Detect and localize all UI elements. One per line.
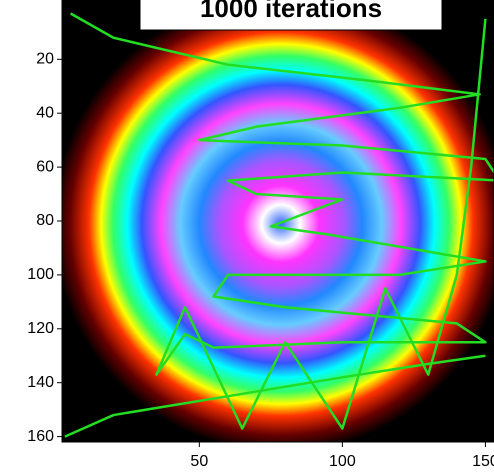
y-tick-label: 80 <box>36 212 54 229</box>
y-tick-label: 40 <box>36 104 54 121</box>
y-tick-label: 140 <box>27 374 54 391</box>
curve-layer <box>64 12 494 438</box>
title-box <box>139 0 443 31</box>
contour-line <box>64 354 486 438</box>
x-tick-label: 50 <box>190 453 208 470</box>
y-tick-label: 60 <box>36 158 54 175</box>
x-tick-label: 150 <box>472 453 494 470</box>
x-tick-label: 100 <box>329 453 356 470</box>
y-tick-label: 20 <box>36 51 54 68</box>
chart-title: 1000 iterations <box>200 0 382 23</box>
y-tick-label: 120 <box>27 320 54 337</box>
contour-line <box>69 12 494 430</box>
y-tick-label: 160 <box>27 428 54 445</box>
y-tick-label: 100 <box>27 266 54 283</box>
